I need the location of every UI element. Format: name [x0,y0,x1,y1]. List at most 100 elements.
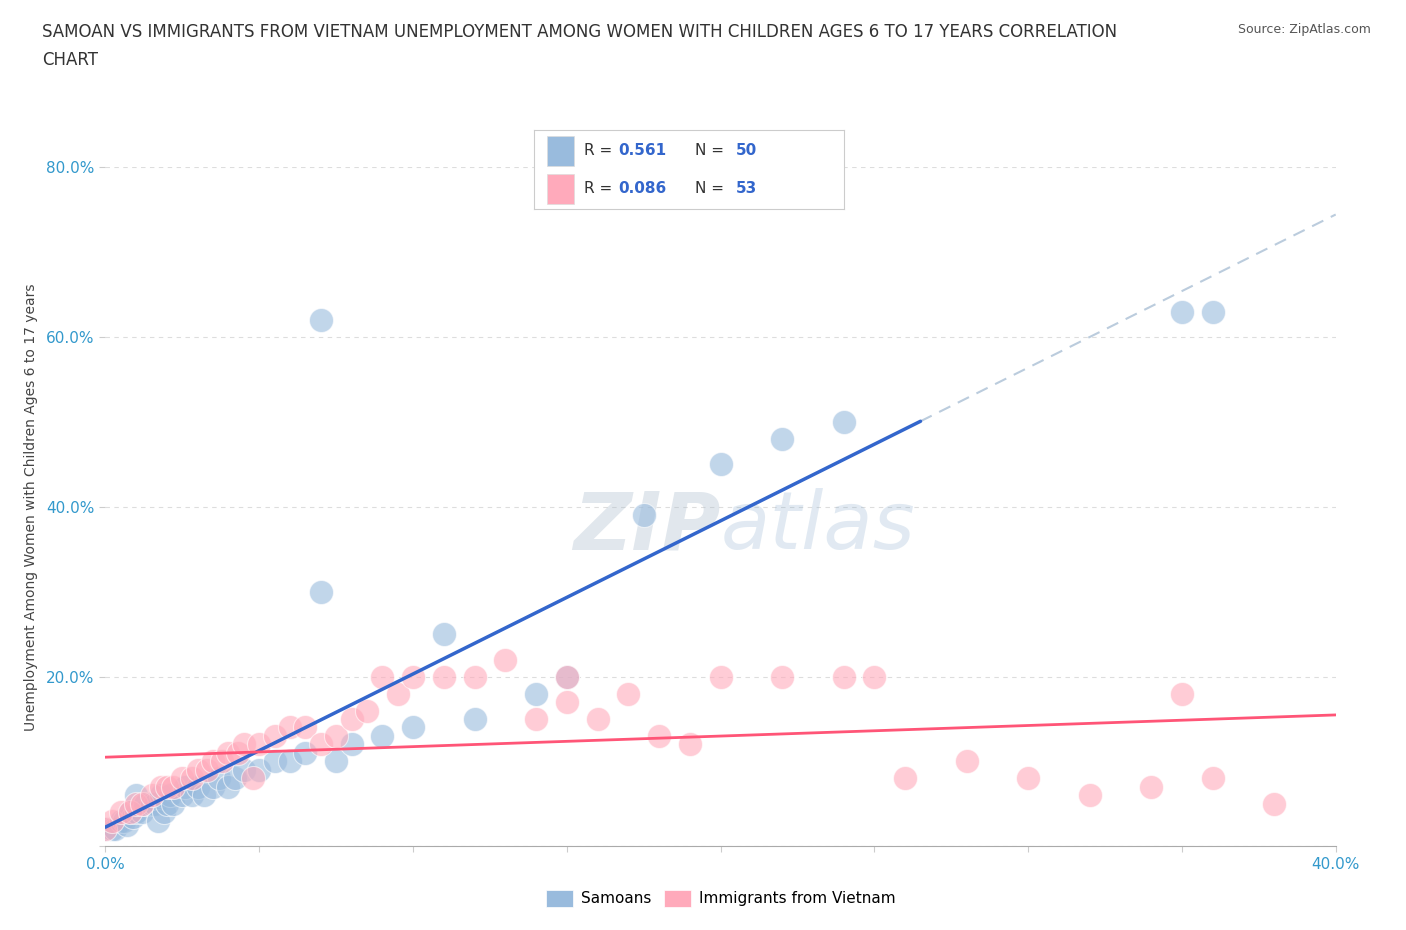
Point [325,754,347,769]
Point [340,711,363,726]
Point [1017,771,1039,786]
Y-axis label: Unemployment Among Women with Children Ages 6 to 17 years: Unemployment Among Women with Children A… [24,283,38,731]
Point [263,728,285,743]
Text: SAMOAN VS IMMIGRANTS FROM VIETNAM UNEMPLOYMENT AMONG WOMEN WITH CHILDREN AGES 6 : SAMOAN VS IMMIGRANTS FROM VIETNAM UNEMPL… [42,23,1118,41]
Point [174,779,197,794]
Text: 0.561: 0.561 [617,143,666,158]
Point [371,728,394,743]
Point [1171,304,1194,319]
Point [125,788,148,803]
Point [149,788,172,803]
Point [648,728,671,743]
Point [112,814,135,829]
Point [143,796,166,811]
Text: N =: N = [695,181,728,196]
Point [247,737,270,751]
Point [125,805,148,820]
Point [356,703,378,718]
Point [1201,771,1223,786]
Point [110,814,132,829]
Point [122,809,145,824]
Text: ZIP: ZIP [574,488,721,566]
Point [710,457,733,472]
Point [247,763,270,777]
Point [104,822,127,837]
Point [710,670,733,684]
Point [141,796,163,811]
Point [156,796,179,811]
Point [371,670,394,684]
Point [180,788,202,803]
Point [387,686,409,701]
Point [956,754,979,769]
Point [156,779,179,794]
Point [309,584,332,599]
Point [1201,304,1223,319]
Point [309,312,332,327]
Point [433,670,456,684]
Point [218,779,240,794]
Point [586,711,609,726]
FancyBboxPatch shape [547,136,575,166]
Point [617,686,640,701]
Point [894,771,917,786]
Point [146,814,169,829]
Point [224,771,246,786]
Point [524,711,547,726]
Point [149,779,172,794]
Point [187,779,209,794]
Point [232,737,254,751]
Point [208,771,231,786]
Point [100,814,122,829]
Point [832,415,855,430]
Point [94,822,117,837]
Point [294,746,316,761]
Point [187,763,209,777]
Point [172,771,194,786]
Point [433,627,456,642]
Text: CHART: CHART [42,51,98,69]
Point [162,779,184,794]
Point [1171,686,1194,701]
Point [100,822,122,837]
Text: N =: N = [695,143,728,158]
Text: 50: 50 [735,143,756,158]
Point [94,822,117,837]
Point [125,796,148,811]
Point [134,796,156,811]
Point [232,763,254,777]
Point [340,737,363,751]
Point [202,779,225,794]
Legend: Samoans, Immigrants from Vietnam: Samoans, Immigrants from Vietnam [540,884,901,913]
Point [180,771,202,786]
Point [464,670,486,684]
Text: 53: 53 [735,181,756,196]
Point [159,788,181,803]
Point [464,711,486,726]
Point [263,754,285,769]
Point [555,695,578,710]
Point [1263,796,1285,811]
Text: Source: ZipAtlas.com: Source: ZipAtlas.com [1237,23,1371,36]
Point [278,754,301,769]
Point [402,670,425,684]
Text: 0.086: 0.086 [617,181,666,196]
Point [1078,788,1101,803]
Text: R =: R = [583,181,617,196]
Point [110,805,132,820]
Point [153,805,176,820]
Point [679,737,702,751]
Point [555,670,578,684]
Point [294,720,316,735]
Point [494,652,516,667]
Point [172,788,194,803]
Point [242,771,264,786]
Point [770,670,793,684]
FancyBboxPatch shape [547,174,575,204]
Point [115,817,138,832]
Point [770,432,793,446]
Point [555,670,578,684]
Point [193,788,215,803]
Point [402,720,425,735]
Point [1140,779,1163,794]
